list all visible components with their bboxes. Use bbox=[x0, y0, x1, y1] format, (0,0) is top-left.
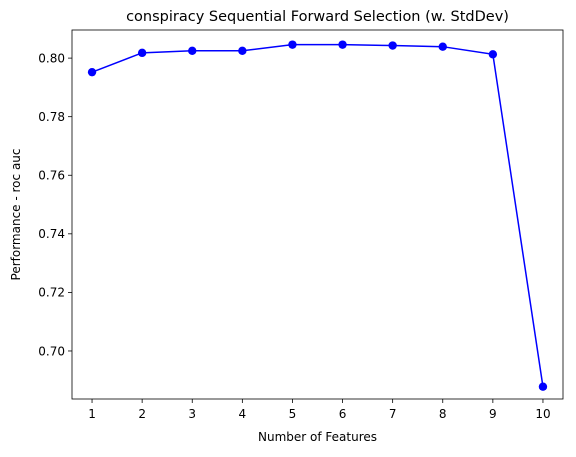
y-axis-label: Performance - roc auc bbox=[9, 149, 23, 281]
data-point bbox=[87, 67, 97, 77]
data-point bbox=[488, 50, 498, 59]
y-tick-label: 0.74 bbox=[38, 227, 65, 241]
series-markers bbox=[87, 40, 548, 391]
data-point bbox=[238, 46, 247, 55]
plot-frame bbox=[71, 29, 564, 400]
x-tick-label: 4 bbox=[239, 407, 247, 421]
y-tick-label: 0.78 bbox=[38, 110, 65, 124]
y-tick-label: 0.72 bbox=[38, 286, 65, 300]
data-point bbox=[438, 42, 447, 51]
x-tick-label: 10 bbox=[535, 407, 550, 421]
x-tick-label: 9 bbox=[489, 407, 497, 421]
series-line bbox=[91, 43, 544, 387]
x-axis-label: Number of Features bbox=[258, 430, 377, 444]
x-tick-label: 1 bbox=[88, 407, 96, 421]
y-tick-label: 0.70 bbox=[38, 344, 65, 358]
data-point bbox=[338, 40, 347, 49]
x-tick-label: 2 bbox=[138, 407, 146, 421]
y-axis: 0.70 0.72 0.74 0.76 0.78 0.80 bbox=[38, 51, 72, 358]
x-tick-label: 5 bbox=[289, 407, 297, 421]
data-point bbox=[538, 382, 548, 391]
y-tick-label: 0.76 bbox=[38, 169, 65, 183]
x-tick-label: 3 bbox=[188, 407, 196, 421]
y-tick-label: 0.80 bbox=[38, 51, 65, 65]
data-point bbox=[188, 46, 197, 55]
chart-title: conspiracy Sequential Forward Selection … bbox=[126, 9, 509, 25]
data-point bbox=[388, 41, 397, 50]
data-point bbox=[288, 40, 297, 49]
x-tick-label: 8 bbox=[439, 407, 447, 421]
data-point bbox=[137, 48, 147, 58]
plot-area bbox=[72, 30, 563, 399]
x-axis: 1 2 3 4 5 6 7 8 9 10 bbox=[88, 399, 551, 421]
x-tick-label: 6 bbox=[339, 407, 347, 421]
x-tick-label: 7 bbox=[389, 407, 397, 421]
